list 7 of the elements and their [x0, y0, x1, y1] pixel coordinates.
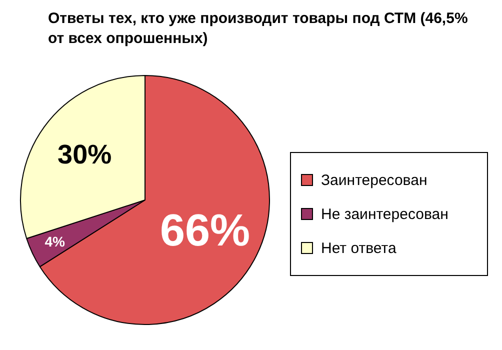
data-label: 66%	[160, 204, 250, 256]
data-label: 4%	[44, 233, 66, 250]
chart-title: Ответы тех, кто уже производит товары под СТМ (46,5% от всех опрошенных)	[48, 9, 468, 49]
legend-label: Заинтересован	[321, 172, 428, 188]
legend-label: Не заинтересован	[321, 206, 448, 222]
data-label: 30%	[58, 140, 112, 170]
legend-label: Нет ответа	[321, 240, 396, 256]
